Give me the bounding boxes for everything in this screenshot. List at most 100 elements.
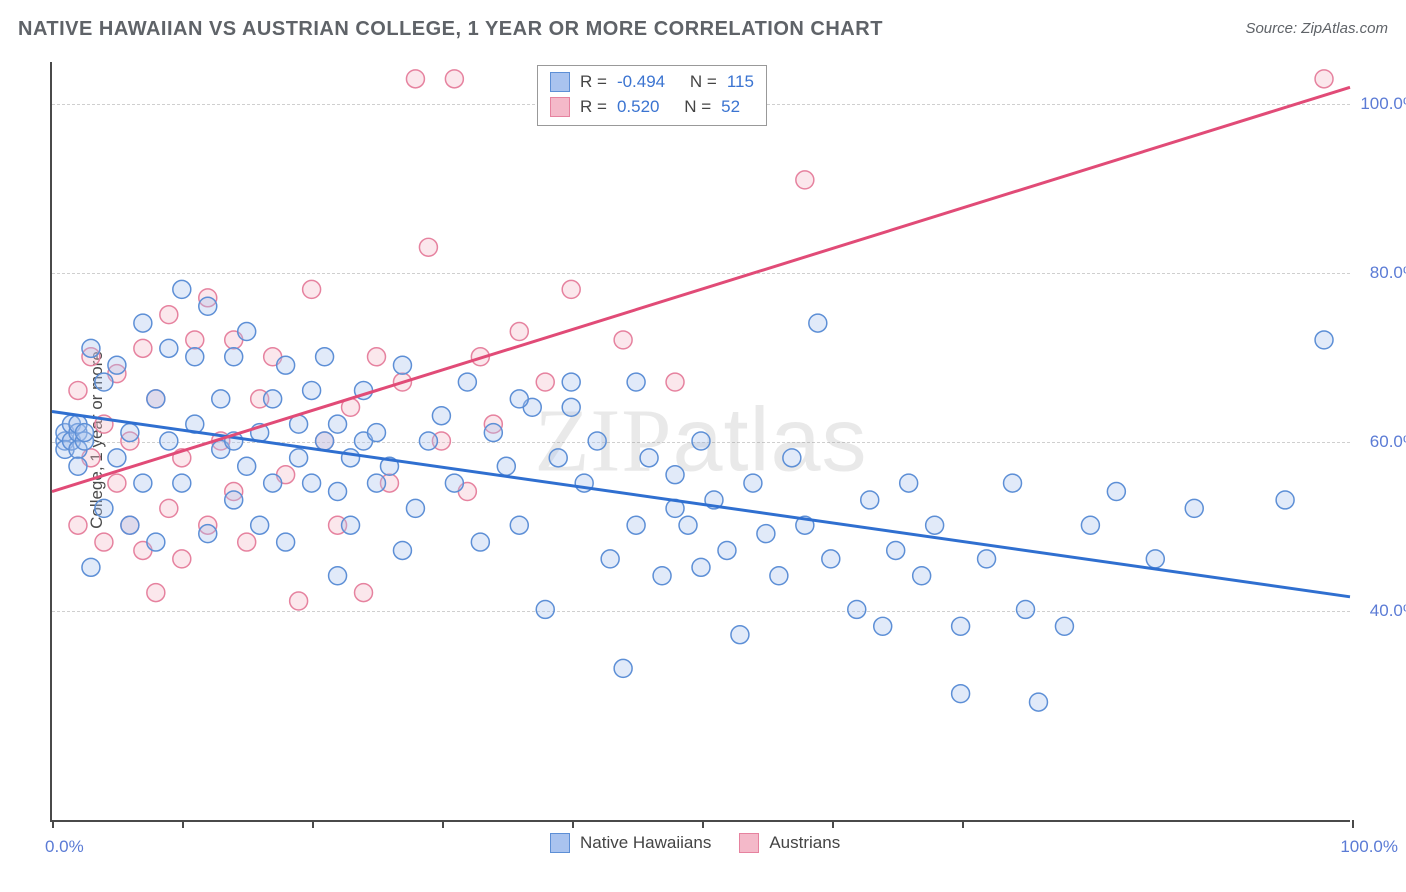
plot-area: 40.0%60.0%80.0%100.0% ZIPatlas R = -0.49… [50, 62, 1350, 822]
hawaiians-point [108, 356, 126, 374]
hawaiians-point [147, 390, 165, 408]
austrians-point [69, 381, 87, 399]
x-tick [182, 820, 184, 828]
austrians-point [173, 550, 191, 568]
hawaiians-point [393, 356, 411, 374]
austrians-point [796, 171, 814, 189]
hawaiians-point [1017, 600, 1035, 618]
hawaiians-point [952, 685, 970, 703]
hawaiians-point [329, 567, 347, 585]
legend-item-hawaiians: Native Hawaiians [550, 833, 711, 853]
stat-swatch-hawaiians [550, 72, 570, 92]
hawaiians-point [588, 432, 606, 450]
hawaiians-point [952, 617, 970, 635]
legend-swatch-austrians [739, 833, 759, 853]
hawaiians-point [627, 373, 645, 391]
hawaiians-point [718, 542, 736, 560]
hawaiians-point [692, 432, 710, 450]
hawaiians-point [770, 567, 788, 585]
hawaiians-point [1004, 474, 1022, 492]
hawaiians-point [809, 314, 827, 332]
austrians-point [160, 306, 178, 324]
hawaiians-point [497, 457, 515, 475]
austrians-point [562, 280, 580, 298]
hawaiians-point [627, 516, 645, 534]
austrians-point [536, 373, 554, 391]
hawaiians-point [887, 542, 905, 560]
austrians-point [69, 516, 87, 534]
hawaiians-point [1185, 499, 1203, 517]
hawaiians-point [445, 474, 463, 492]
legend-label-austrians: Austrians [769, 833, 840, 853]
x-max-label: 100.0% [1340, 837, 1398, 857]
hawaiians-point [95, 499, 113, 517]
hawaiians-point [329, 415, 347, 433]
stat-n-label: N = [690, 70, 717, 95]
hawaiians-point [368, 424, 386, 442]
hawaiians-point [1315, 331, 1333, 349]
hawaiians-point [874, 617, 892, 635]
hawaiians-point [212, 390, 230, 408]
hawaiians-point [342, 449, 360, 467]
x-tick [312, 820, 314, 828]
hawaiians-point [783, 449, 801, 467]
hawaiians-point [160, 339, 178, 357]
austrians-point [666, 373, 684, 391]
hawaiians-point [926, 516, 944, 534]
y-tick-label: 80.0% [1370, 263, 1406, 283]
hawaiians-point [277, 533, 295, 551]
legend-item-austrians: Austrians [739, 833, 840, 853]
series-legend: Native Hawaiians Austrians [550, 833, 840, 853]
hawaiians-point [303, 381, 321, 399]
hawaiians-point [173, 280, 191, 298]
stat-legend: R = -0.494 N = 115 R = 0.520 N = 52 [537, 65, 767, 126]
stat-legend-row-2: R = 0.520 N = 52 [550, 95, 754, 120]
x-min-label: 0.0% [45, 837, 84, 857]
hawaiians-point [744, 474, 762, 492]
hawaiians-point [264, 390, 282, 408]
y-tick-label: 60.0% [1370, 432, 1406, 452]
hawaiians-point [432, 407, 450, 425]
stat-swatch-austrians [550, 97, 570, 117]
stat-n-value: 52 [721, 95, 740, 120]
chart-title: NATIVE HAWAIIAN VS AUSTRIAN COLLEGE, 1 Y… [18, 18, 883, 41]
austrians-point [614, 331, 632, 349]
hawaiians-point [75, 424, 93, 442]
hawaiians-point [419, 432, 437, 450]
hawaiians-point [393, 542, 411, 560]
hawaiians-point [731, 626, 749, 644]
x-tick [962, 820, 964, 828]
hawaiians-point [368, 474, 386, 492]
stat-r-value: -0.494 [617, 70, 665, 95]
hawaiians-point [186, 348, 204, 366]
austrians-point [147, 584, 165, 602]
hawaiians-point [1146, 550, 1164, 568]
hawaiians-point [316, 348, 334, 366]
hawaiians-point [316, 432, 334, 450]
hawaiians-point [406, 499, 424, 517]
hawaiians-point [692, 558, 710, 576]
hawaiians-point [471, 533, 489, 551]
hawaiians-point [484, 424, 502, 442]
austrians-point [445, 70, 463, 88]
hawaiians-point [536, 600, 554, 618]
austrians-point [368, 348, 386, 366]
hawaiians-point [900, 474, 918, 492]
legend-label-hawaiians: Native Hawaiians [580, 833, 711, 853]
hawaiians-point [1081, 516, 1099, 534]
austrians-point [186, 331, 204, 349]
x-tick [52, 820, 54, 828]
hawaiians-point [82, 558, 100, 576]
hawaiians-point [173, 474, 191, 492]
hawaiians-point [679, 516, 697, 534]
chart-svg [52, 62, 1350, 820]
x-tick [572, 820, 574, 828]
hawaiians-point [225, 348, 243, 366]
hawaiians-point [121, 424, 139, 442]
hawaiians-point [861, 491, 879, 509]
austrians-point [95, 533, 113, 551]
hawaiians-point [562, 398, 580, 416]
stat-n-value: 115 [727, 70, 754, 95]
hawaiians-point [238, 457, 256, 475]
hawaiians-point [199, 297, 217, 315]
